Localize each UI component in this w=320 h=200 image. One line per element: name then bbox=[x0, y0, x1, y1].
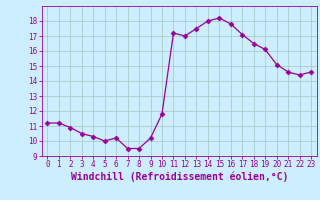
X-axis label: Windchill (Refroidissement éolien,°C): Windchill (Refroidissement éolien,°C) bbox=[70, 172, 288, 182]
